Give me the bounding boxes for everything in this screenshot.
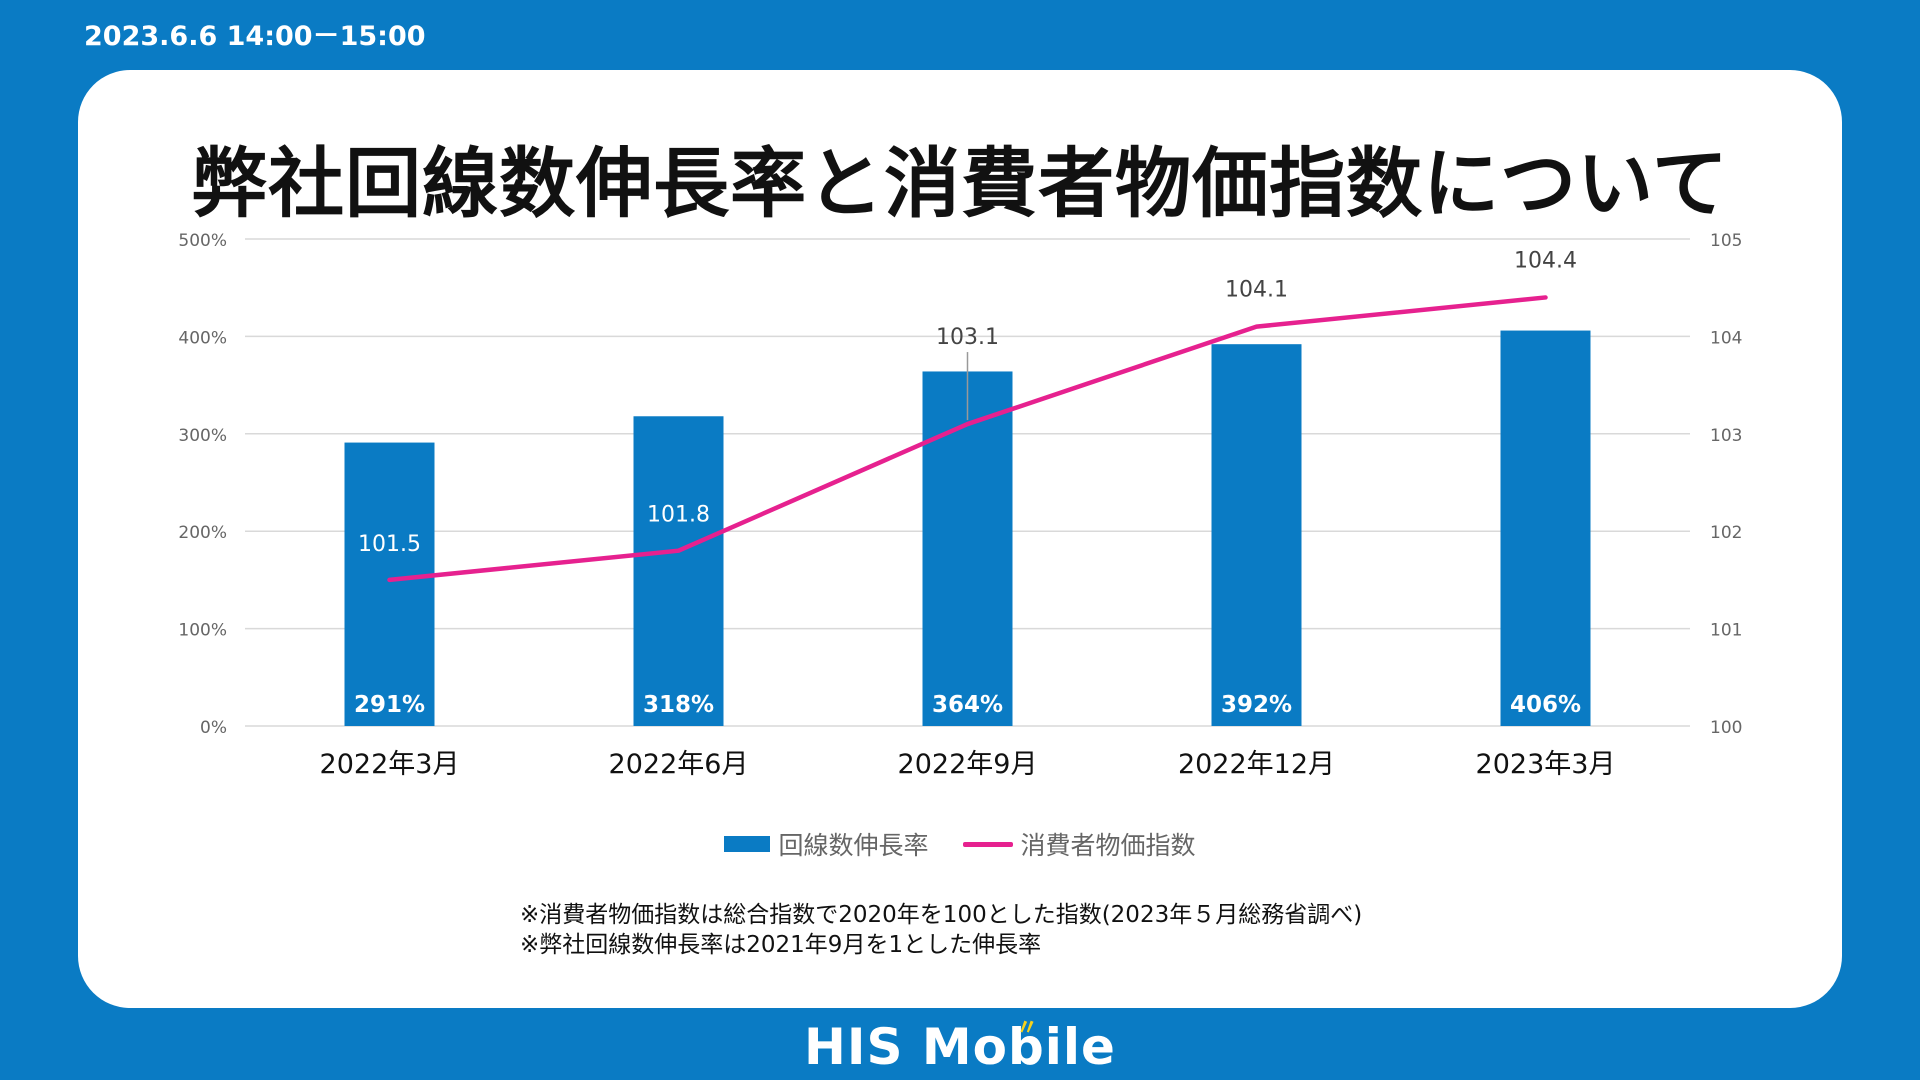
- cpi-value-label: 104.1: [1225, 278, 1288, 303]
- chart-legend: 回線数伸長率 消費者物価指数: [0, 826, 1920, 862]
- brand-spark-icon: 〃: [1016, 1016, 1040, 1041]
- bar: [344, 442, 435, 726]
- y-left-tick-label: 200%: [178, 523, 227, 543]
- bar-value-label: 291%: [354, 692, 425, 718]
- y-left-tick-label: 300%: [178, 426, 227, 446]
- brand-name: HIS Mobile: [804, 1018, 1116, 1076]
- page-title: 弊社回線数伸長率と消費者物価指数について: [191, 139, 1729, 228]
- bar: [1500, 330, 1591, 726]
- cpi-value-label: 103.1: [936, 325, 999, 350]
- brand-logo: HIS Mobile 〃: [0, 1016, 1920, 1076]
- y-right-tick-label: 102: [1710, 523, 1742, 543]
- y-right-tick-label: 103: [1710, 426, 1742, 446]
- y-right-tick-label: 104: [1710, 328, 1742, 348]
- bar-value-label: 364%: [932, 692, 1003, 718]
- x-tick-label: 2022年6月: [609, 749, 749, 780]
- y-left-tick-label: 0%: [200, 718, 227, 738]
- x-tick-label: 2022年3月: [320, 749, 460, 780]
- footnote-growth: ※弊社回線数伸長率は2021年9月を1とした伸長率: [520, 932, 1042, 958]
- x-tick-label: 2022年9月: [898, 749, 1038, 780]
- bar-value-label: 406%: [1510, 692, 1581, 718]
- y-right-tick-label: 100: [1710, 718, 1742, 738]
- bar-value-label: 392%: [1221, 692, 1292, 718]
- bar: [633, 416, 724, 726]
- legend-line-label: 消費者物価指数: [1020, 831, 1196, 860]
- y-right-tick-label: 101: [1710, 621, 1742, 641]
- y-left-tick-label: 400%: [178, 328, 227, 348]
- legend-bar-label: 回線数伸長率: [778, 831, 929, 860]
- cpi-value-label: 101.8: [647, 503, 710, 528]
- bar-value-label: 318%: [643, 692, 714, 718]
- y-left-tick-label: 500%: [178, 231, 227, 251]
- datetime-label: 2023.6.6 14:00－15:00: [84, 21, 426, 52]
- footnotes: ※消費者物価指数は総合指数で2020年を100とした指数(2023年５月総務省調…: [520, 900, 1362, 960]
- legend-item-line: 消費者物価指数: [962, 826, 1196, 862]
- y-left-tick-label: 100%: [178, 621, 227, 641]
- legend-line-swatch: [962, 841, 1013, 847]
- cpi-value-label: 101.5: [358, 532, 421, 557]
- x-tick-label: 2022年12月: [1178, 749, 1335, 780]
- y-right-tick-label: 105: [1710, 231, 1742, 251]
- bar: [1211, 344, 1302, 726]
- legend-bar-swatch: [724, 836, 771, 852]
- footnote-cpi: ※消費者物価指数は総合指数で2020年を100とした指数(2023年５月総務省調…: [520, 902, 1363, 928]
- x-tick-label: 2023年3月: [1476, 749, 1616, 780]
- cpi-value-label: 104.4: [1514, 248, 1577, 273]
- legend-item-bar: 回線数伸長率: [724, 826, 929, 862]
- bar: [922, 371, 1013, 726]
